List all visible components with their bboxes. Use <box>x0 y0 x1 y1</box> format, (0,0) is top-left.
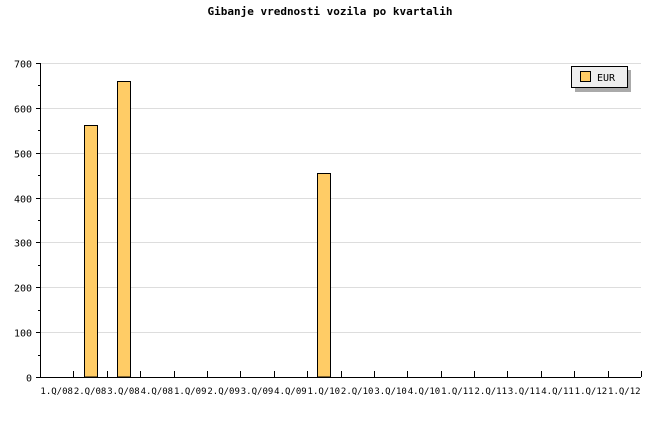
x-tick-label: 3.Q/11 <box>508 387 541 397</box>
x-tick-label: 1.Q/10 <box>308 387 341 397</box>
x-tick-label: 2.Q/09 <box>207 387 240 397</box>
legend-swatch <box>580 71 591 82</box>
y-tick-label: 200 <box>14 284 32 295</box>
x-tick-label: 1.Q/11 <box>441 387 474 397</box>
chart-title: Gibanje vrednosti vozila po kvartalih <box>207 5 452 18</box>
x-tick-label: 2.Q/11 <box>474 387 507 397</box>
legend: EUR <box>571 66 631 92</box>
y-tick-label: 600 <box>14 105 32 116</box>
x-tick-label: 1.Q/12 <box>575 387 608 397</box>
x-tick-label: 4.Q/10 <box>408 387 441 397</box>
y-tick-label: 700 <box>14 60 32 71</box>
bar-1.Q/10 <box>317 173 331 378</box>
x-tick-label: 4.Q/08 <box>141 387 174 397</box>
y-tick-label: 400 <box>14 195 32 206</box>
x-tick-label: 2.Q/10 <box>341 387 374 397</box>
y-tick-label: 0 <box>26 374 32 385</box>
x-tick-label: 3.Q/08 <box>107 387 140 397</box>
bar-3.Q/08 <box>117 81 131 378</box>
x-tick-label: 2.Q/08 <box>74 387 107 397</box>
bar-2.Q/08 <box>84 125 98 378</box>
x-tick-label: 1.Q/09 <box>174 387 207 397</box>
x-tick-label: 1.Q/08 <box>40 387 73 397</box>
x-tick-label: 3.Q/09 <box>241 387 274 397</box>
x-tick-label: 4.Q/09 <box>274 387 307 397</box>
y-tick-label: 500 <box>14 150 32 161</box>
legend-label: EUR <box>597 73 616 84</box>
y-tick-label: 100 <box>14 329 32 340</box>
y-tick-label: 300 <box>14 239 32 250</box>
x-tick-label: 3.Q/10 <box>374 387 407 397</box>
x-tick-label: 1.Q/12 <box>608 387 641 397</box>
x-tick-label: 4.Q/11 <box>541 387 574 397</box>
